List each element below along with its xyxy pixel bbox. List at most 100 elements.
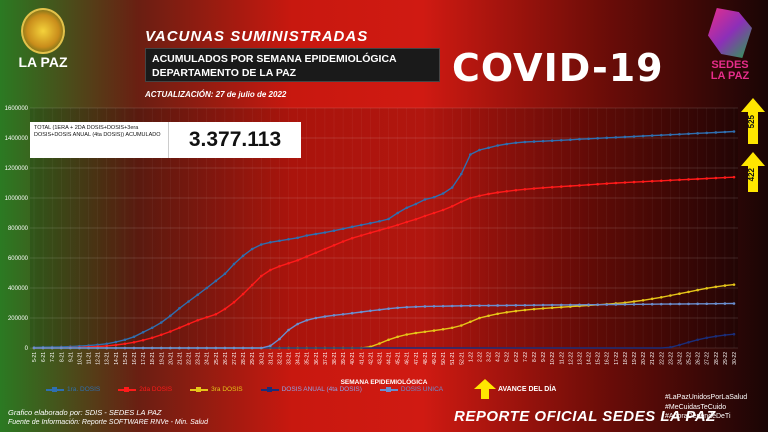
legend-swatch <box>46 386 64 392</box>
sedes-map-icon <box>708 8 752 58</box>
data-point <box>605 303 609 306</box>
data-point <box>359 234 363 237</box>
data-point <box>105 346 109 350</box>
data-point <box>496 304 499 307</box>
x-tick-label: 6-22 <box>514 352 520 362</box>
data-point <box>578 137 581 141</box>
subtitle-line2: DEPARTAMENTO DE LA PAZ <box>152 67 297 79</box>
data-point <box>496 144 499 147</box>
arrow-top-value: 525 <box>747 115 756 129</box>
data-point <box>641 302 645 306</box>
x-tick-label: 13-22 <box>577 352 583 365</box>
x-tick-label: 48-21 <box>423 352 429 365</box>
data-point <box>723 176 727 179</box>
x-tick-label: 14-21 <box>114 352 120 365</box>
x-tick-label: 14-22 <box>587 352 593 365</box>
y-tick-label: 0 <box>25 346 29 352</box>
legend-label: 1ra. DOSIS <box>67 386 101 393</box>
data-point <box>50 346 54 350</box>
data-point <box>669 294 672 297</box>
data-point <box>605 182 609 185</box>
x-tick-label: 47-21 <box>414 352 420 365</box>
avance-label: AVANCE DEL DÍA <box>498 386 557 393</box>
data-point <box>623 303 627 306</box>
x-tick-label: 27-21 <box>232 352 238 365</box>
data-point <box>732 302 736 305</box>
data-point <box>114 346 118 350</box>
data-point <box>59 346 63 350</box>
data-point <box>441 208 445 212</box>
data-point <box>714 335 718 338</box>
data-point <box>123 342 127 346</box>
data-point <box>614 181 618 185</box>
data-point <box>659 133 663 137</box>
data-point <box>350 236 354 240</box>
x-tick-label: 17-22 <box>614 352 620 365</box>
data-point <box>550 139 554 142</box>
data-point <box>150 336 154 340</box>
x-tick-label: 33-21 <box>287 352 293 365</box>
data-point <box>696 302 699 306</box>
data-point <box>150 346 154 350</box>
data-point <box>178 306 181 310</box>
x-tick-label: 25-22 <box>687 352 693 365</box>
data-point <box>469 196 472 200</box>
legend-swatch <box>260 386 279 392</box>
y-tick-label: 1200000 <box>5 166 29 172</box>
data-point <box>441 304 445 308</box>
x-tick-label: 24-22 <box>677 352 683 365</box>
data-point <box>550 185 554 189</box>
data-point <box>41 346 45 350</box>
data-point <box>150 326 154 330</box>
x-tick-label: 30-21 <box>259 352 265 365</box>
x-tick-label: 43-21 <box>377 352 383 365</box>
legend-label: 2da DOSIS <box>139 386 173 393</box>
x-tick-label: 11-21 <box>87 352 93 365</box>
x-tick-label: 44-21 <box>387 352 393 365</box>
data-point <box>387 226 390 229</box>
x-tick-label: 5-21 <box>32 352 38 362</box>
data-point <box>723 333 727 337</box>
data-point <box>214 312 218 316</box>
report-banner: REPORTE OFICIAL SEDES LA PAZ <box>454 408 716 425</box>
data-point <box>596 182 599 186</box>
x-tick-label: 11-22 <box>559 352 565 365</box>
data-point <box>569 138 572 142</box>
data-point <box>250 346 254 350</box>
x-tick-label: 10-21 <box>77 352 83 365</box>
x-tick-label: 20-22 <box>641 352 647 365</box>
data-point <box>114 340 118 344</box>
x-tick-label: 29-22 <box>723 352 729 365</box>
data-point <box>378 219 381 223</box>
data-point <box>378 308 381 312</box>
x-tick-label: 27-22 <box>705 352 711 365</box>
x-tick-label: 8-22 <box>532 352 538 362</box>
data-point <box>423 198 427 201</box>
data-point <box>514 188 518 192</box>
data-point <box>241 254 245 258</box>
data-point <box>405 305 409 309</box>
data-point <box>278 337 281 341</box>
sedes-logo-line2: LA PAZ <box>710 70 750 82</box>
data-point <box>432 195 436 199</box>
data-point <box>32 346 36 350</box>
data-point <box>250 283 254 287</box>
data-point <box>387 217 390 221</box>
y-tick-label: 200000 <box>8 316 29 322</box>
hashtag: #MeCuidasTeCuido <box>665 403 727 411</box>
data-point <box>496 191 499 194</box>
x-tick-label: 28-21 <box>241 352 247 365</box>
data-point <box>505 304 509 307</box>
data-point <box>496 312 499 316</box>
data-point <box>423 305 427 308</box>
data-point <box>505 189 509 193</box>
data-point <box>369 309 372 313</box>
data-point <box>159 346 163 350</box>
data-point <box>87 346 90 350</box>
data-point <box>196 346 199 350</box>
data-point <box>241 292 245 296</box>
data-point <box>432 305 436 308</box>
data-point <box>450 186 454 189</box>
data-point <box>414 305 418 309</box>
data-point <box>687 178 690 181</box>
